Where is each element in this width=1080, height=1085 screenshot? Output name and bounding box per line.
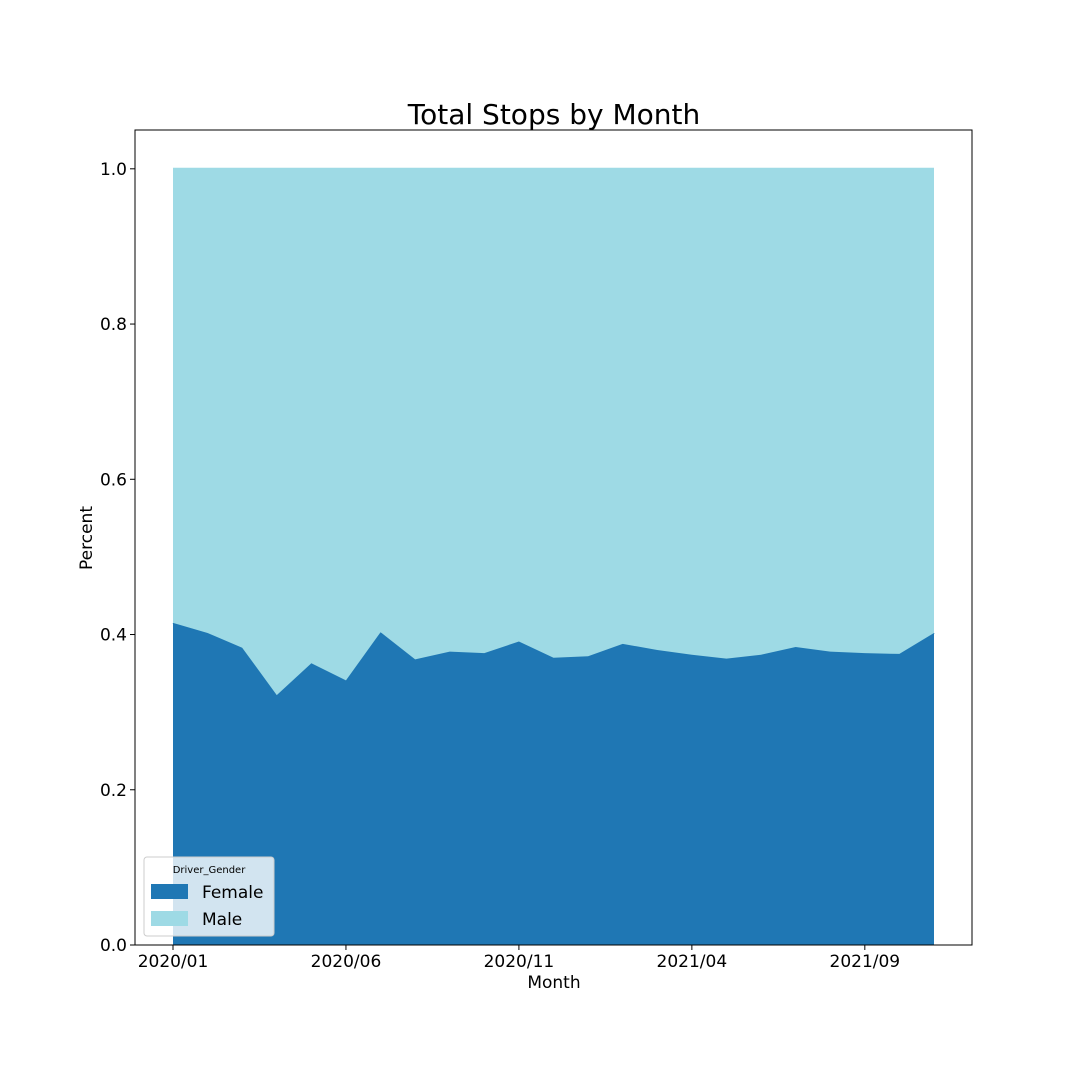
legend-label-male: Male <box>202 910 242 930</box>
legend-swatch-male <box>151 911 188 926</box>
chart-title: Total Stops by Month <box>407 98 700 131</box>
plot-frame <box>134 129 973 946</box>
x-axis-label: Month <box>527 973 580 993</box>
legend-title: Driver_Gender <box>173 865 247 876</box>
y-tick-label: 0.4 <box>100 626 127 646</box>
legend-swatch-female <box>151 884 188 899</box>
y-tick-label: 0.0 <box>100 936 127 956</box>
y-tick-label: 0.8 <box>100 315 127 335</box>
y-tick-label: 0.2 <box>100 781 127 801</box>
x-tick-label: 2020/06 <box>311 952 382 972</box>
plot-areas <box>172 167 935 945</box>
y-tick-label: 0.6 <box>100 470 127 490</box>
x-axis-ticks: 2020/01 2020/06 2020/11 2021/04 2021/09 <box>138 945 900 972</box>
area-male <box>173 168 934 696</box>
legend-label-female: Female <box>202 883 263 903</box>
y-axis-label: Percent <box>77 506 97 570</box>
x-tick-label: 2020/11 <box>484 952 555 972</box>
x-tick-label: 2021/09 <box>830 952 901 972</box>
y-tick-label: 1.0 <box>100 160 127 180</box>
x-tick-label: 2020/01 <box>138 952 209 972</box>
area-female <box>173 622 934 945</box>
legend: Driver_Gender Female Male <box>143 856 275 937</box>
y-axis-ticks: 0.0 0.2 0.4 0.6 0.8 1.0 <box>100 160 135 956</box>
x-tick-label: 2021/04 <box>657 952 728 972</box>
